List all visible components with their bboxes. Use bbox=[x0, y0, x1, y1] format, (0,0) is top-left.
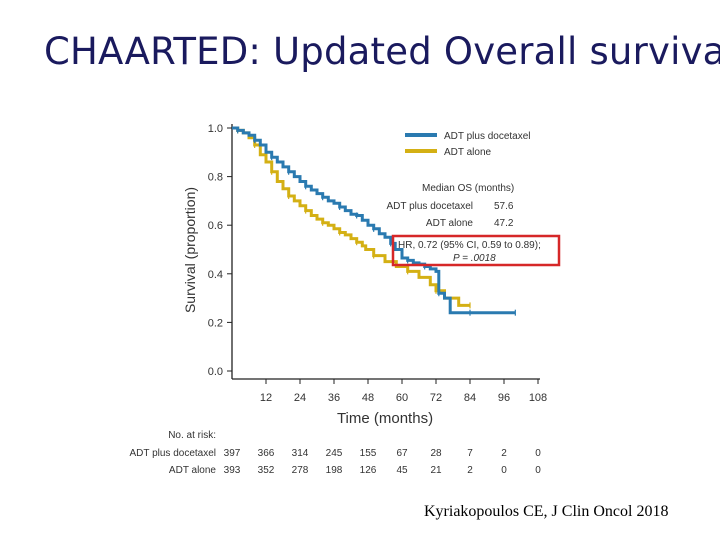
at-risk-value-adt-alone: 2 bbox=[467, 465, 473, 476]
at-risk-row-label-docetaxel: ADT plus docetaxel bbox=[129, 448, 216, 459]
at-risk-values: 397 366 314 245 155 67 28 7 2 0 393 352 278 198 126 45 2… bbox=[224, 448, 542, 476]
median-os-header: Median OS (months) bbox=[422, 183, 514, 194]
at-risk-value-docetaxel: 366 bbox=[258, 448, 275, 459]
at-risk-value-docetaxel: 2 bbox=[501, 448, 507, 459]
x-tick-label: 36 bbox=[328, 392, 340, 404]
at-risk-value-docetaxel: 314 bbox=[292, 448, 309, 459]
y-tick-label: 1.0 bbox=[208, 123, 223, 135]
at-risk-value-adt-alone: 352 bbox=[258, 465, 275, 476]
y-axis-label: Survival (proportion) bbox=[182, 187, 198, 313]
at-risk-header: No. at risk: bbox=[168, 430, 216, 441]
x-tick-label: 60 bbox=[396, 392, 408, 404]
hr-annotation-line1: HR, 0.72 (95% CI, 0.59 to 0.89); bbox=[398, 240, 541, 251]
series-line-adt-alone bbox=[232, 126, 470, 307]
x-tick-label: 24 bbox=[294, 392, 306, 404]
at-risk-value-docetaxel: 0 bbox=[535, 448, 541, 459]
y-tick-label: 0.2 bbox=[208, 317, 223, 329]
y-tick-label: 0.4 bbox=[208, 269, 223, 281]
at-risk-value-docetaxel: 245 bbox=[326, 448, 343, 459]
legend-label-docetaxel: ADT plus docetaxel bbox=[444, 131, 531, 142]
citation: Kyriakopoulos CE, J Clin Oncol 2018 bbox=[424, 503, 669, 520]
chart-plot-area bbox=[232, 126, 516, 316]
x-tick-label: 108 bbox=[529, 392, 547, 404]
at-risk-value-docetaxel: 67 bbox=[396, 448, 408, 459]
median-os-value-adt-alone: 47.2 bbox=[494, 218, 514, 229]
at-risk-value-adt-alone: 21 bbox=[430, 465, 442, 476]
x-tick-label: 96 bbox=[498, 392, 510, 404]
at-risk-value-docetaxel: 397 bbox=[224, 448, 241, 459]
hr-annotation-box bbox=[391, 234, 561, 267]
at-risk-value-docetaxel: 7 bbox=[467, 448, 473, 459]
at-risk-value-docetaxel: 28 bbox=[430, 448, 442, 459]
at-risk-value-adt-alone: 278 bbox=[292, 465, 309, 476]
median-os-label-adt-alone: ADT alone bbox=[426, 218, 474, 229]
legend-label-adt-alone: ADT alone bbox=[444, 147, 492, 158]
x-tick-label: 48 bbox=[362, 392, 374, 404]
median-os-label-docetaxel: ADT plus docetaxel bbox=[386, 201, 473, 212]
chart-axes: 0.0 0.2 0.4 0.6 0.8 1.0 12 24 36 48 60 72 84 96 108 bbox=[208, 123, 547, 404]
at-risk-value-adt-alone: 45 bbox=[396, 465, 408, 476]
at-risk-row-label-adt-alone: ADT alone bbox=[169, 465, 217, 476]
y-tick-label: 0.0 bbox=[208, 366, 223, 378]
slide-title: CHAARTED: Updated Overall survival bbox=[44, 30, 720, 73]
y-tick-label: 0.6 bbox=[208, 220, 223, 232]
x-tick-label: 84 bbox=[464, 392, 476, 404]
at-risk-value-adt-alone: 0 bbox=[501, 465, 507, 476]
y-tick-label: 0.8 bbox=[208, 172, 223, 184]
at-risk-value-adt-alone: 0 bbox=[535, 465, 541, 476]
hr-annotation-line2: P = .0018 bbox=[453, 253, 496, 264]
at-risk-value-adt-alone: 393 bbox=[224, 465, 241, 476]
at-risk-value-adt-alone: 126 bbox=[360, 465, 377, 476]
x-tick-label: 72 bbox=[430, 392, 442, 404]
median-os-value-docetaxel: 57.6 bbox=[494, 201, 514, 212]
at-risk-value-docetaxel: 155 bbox=[360, 448, 377, 459]
x-axis-label: Time (months) bbox=[337, 410, 433, 427]
at-risk-value-adt-alone: 198 bbox=[326, 465, 343, 476]
x-tick-label: 12 bbox=[260, 392, 272, 404]
